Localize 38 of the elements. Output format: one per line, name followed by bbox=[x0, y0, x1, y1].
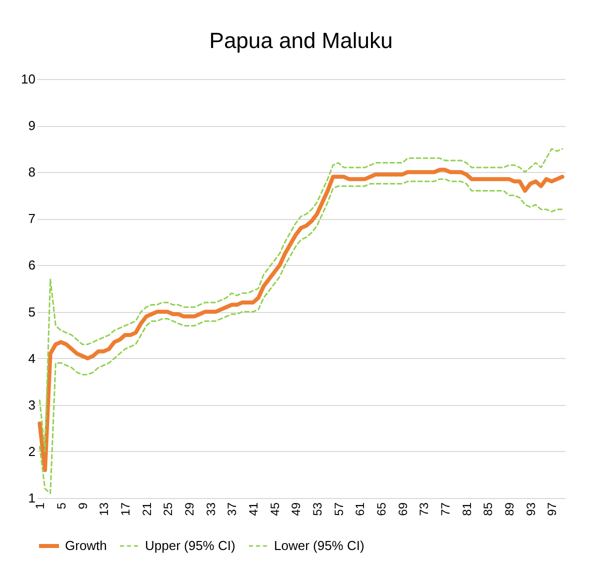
x-tick-label: 21 bbox=[140, 502, 154, 516]
x-tick-label: 25 bbox=[161, 502, 176, 516]
x-tick-label: 41 bbox=[246, 502, 260, 516]
legend-label: Growth bbox=[65, 538, 107, 553]
x-tick-label: 13 bbox=[97, 502, 112, 516]
y-tick-label: 7 bbox=[28, 211, 36, 226]
x-tick-label: 65 bbox=[374, 502, 388, 516]
y-tick-label: 9 bbox=[28, 118, 36, 134]
x-tick-label: 93 bbox=[524, 502, 538, 516]
x-tick-label: 61 bbox=[353, 502, 368, 516]
x-tick-label: 89 bbox=[502, 502, 516, 516]
x-tick-label: 85 bbox=[481, 502, 496, 516]
x-tick-label: 57 bbox=[332, 502, 346, 516]
y-tick-label: 4 bbox=[28, 350, 36, 366]
x-tick-label: 69 bbox=[396, 502, 410, 516]
x-tick-label: 97 bbox=[545, 502, 560, 516]
x-tick-label: 49 bbox=[289, 502, 304, 516]
y-tick-label: 8 bbox=[28, 164, 36, 180]
y-tick-label: 3 bbox=[28, 397, 36, 412]
x-tick-label: 1 bbox=[33, 502, 48, 510]
y-tick-label: 6 bbox=[28, 258, 36, 273]
y-tick-label: 5 bbox=[28, 304, 36, 320]
x-tick-label: 29 bbox=[182, 502, 196, 516]
x-tick-label: 45 bbox=[268, 502, 282, 516]
x-tick-label: 53 bbox=[310, 502, 324, 516]
x-tick-label: 17 bbox=[118, 502, 132, 516]
x-tick-label: 77 bbox=[438, 502, 452, 516]
x-tick-label: 9 bbox=[76, 502, 90, 510]
x-tick-label: 5 bbox=[54, 502, 68, 510]
x-tick-label: 37 bbox=[225, 502, 240, 516]
y-tick-label: 10 bbox=[21, 72, 36, 86]
legend-label: Lower (95% CI) bbox=[274, 538, 364, 553]
legend-label: Upper (95% CI) bbox=[145, 538, 236, 553]
x-tick-label: 33 bbox=[204, 502, 218, 516]
x-tick-label: 81 bbox=[460, 502, 474, 516]
x-tick-label: 73 bbox=[417, 502, 432, 516]
y-tick-label: 2 bbox=[28, 444, 36, 459]
chart-title: Papua and Maluku bbox=[209, 28, 393, 53]
